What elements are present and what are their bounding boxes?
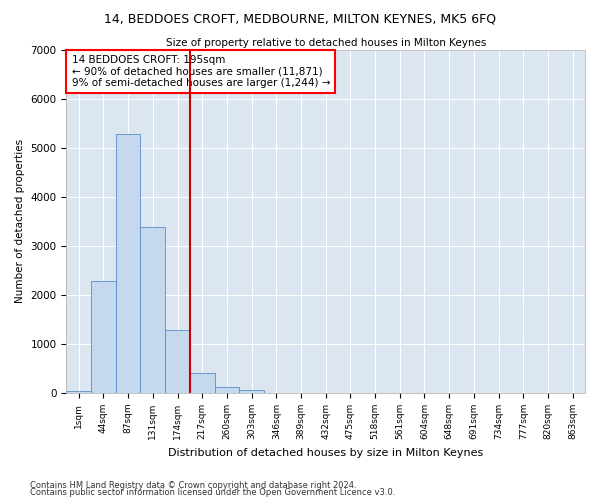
Bar [91, 281, 116, 393]
X-axis label: Distribution of detached houses by size in Milton Keynes: Distribution of detached houses by size … [168, 448, 484, 458]
Text: Contains public sector information licensed under the Open Government Licence v3: Contains public sector information licen… [30, 488, 395, 497]
Bar [140, 228, 165, 393]
Bar [116, 134, 140, 393]
Bar [67, 390, 91, 393]
Bar [190, 374, 215, 393]
Text: 14 BEDDOES CROFT: 195sqm
← 90% of detached houses are smaller (11,871)
9% of sem: 14 BEDDOES CROFT: 195sqm ← 90% of detach… [71, 55, 330, 88]
Bar [215, 386, 239, 393]
Bar [239, 390, 264, 393]
Title: Size of property relative to detached houses in Milton Keynes: Size of property relative to detached ho… [166, 38, 486, 48]
Bar [165, 330, 190, 393]
Text: 14, BEDDOES CROFT, MEDBOURNE, MILTON KEYNES, MK5 6FQ: 14, BEDDOES CROFT, MEDBOURNE, MILTON KEY… [104, 12, 496, 26]
Y-axis label: Number of detached properties: Number of detached properties [15, 140, 25, 304]
Text: Contains HM Land Registry data © Crown copyright and database right 2024.: Contains HM Land Registry data © Crown c… [30, 480, 356, 490]
